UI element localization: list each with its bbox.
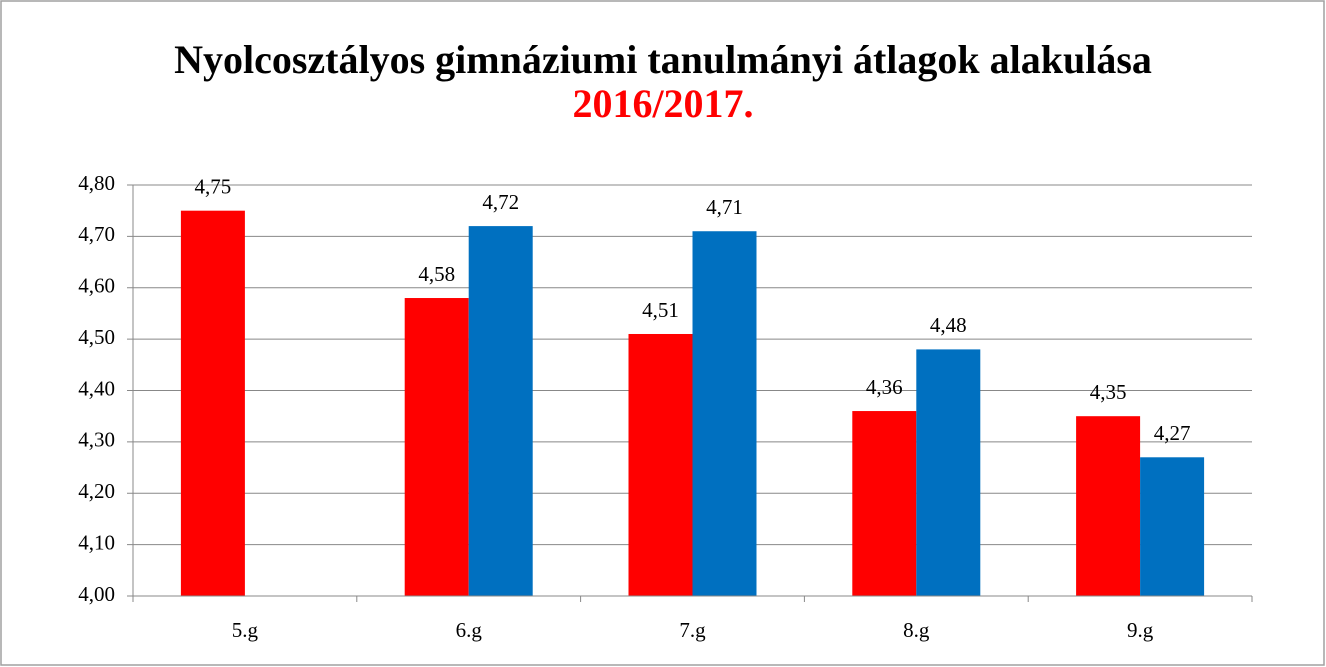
data-label: 4,58 (418, 262, 455, 286)
data-label: 4,72 (482, 190, 519, 214)
bar (404, 298, 469, 596)
data-label: 4,36 (866, 375, 903, 399)
y-tick-label: 4,10 (78, 530, 115, 554)
chart-title: Nyolcosztályos gimnáziumi tanulmányi átl… (174, 37, 1152, 82)
y-tick-label: 4,80 (78, 171, 115, 195)
bar (1076, 416, 1141, 596)
x-tick-label: 6.g (456, 618, 483, 642)
bar (852, 411, 917, 596)
data-label: 4,71 (706, 195, 743, 219)
bar (468, 226, 533, 596)
y-tick-label: 4,00 (78, 582, 115, 606)
data-label: 4,75 (195, 175, 232, 199)
x-tick-label: 9.g (1127, 618, 1154, 642)
bar (692, 231, 757, 597)
y-tick-label: 4,50 (78, 325, 115, 349)
y-tick-label: 4,40 (78, 376, 115, 400)
chart-subtitle: 2016/2017. (572, 81, 753, 126)
x-tick-label: 7.g (679, 618, 706, 642)
data-label: 4,51 (642, 298, 679, 322)
bar (628, 333, 693, 596)
y-tick-label: 4,20 (78, 479, 115, 503)
data-label: 4,48 (930, 313, 967, 337)
y-tick-label: 4,60 (78, 274, 115, 298)
bar (180, 210, 245, 596)
x-tick-label: 8.g (903, 618, 930, 642)
x-tick-label: 5.g (232, 618, 259, 642)
y-tick-label: 4,70 (78, 222, 115, 246)
bar (1140, 457, 1205, 596)
data-label: 4,27 (1154, 421, 1191, 445)
data-label: 4,35 (1090, 380, 1127, 404)
y-tick-label: 4,30 (78, 428, 115, 452)
bar (916, 349, 981, 596)
